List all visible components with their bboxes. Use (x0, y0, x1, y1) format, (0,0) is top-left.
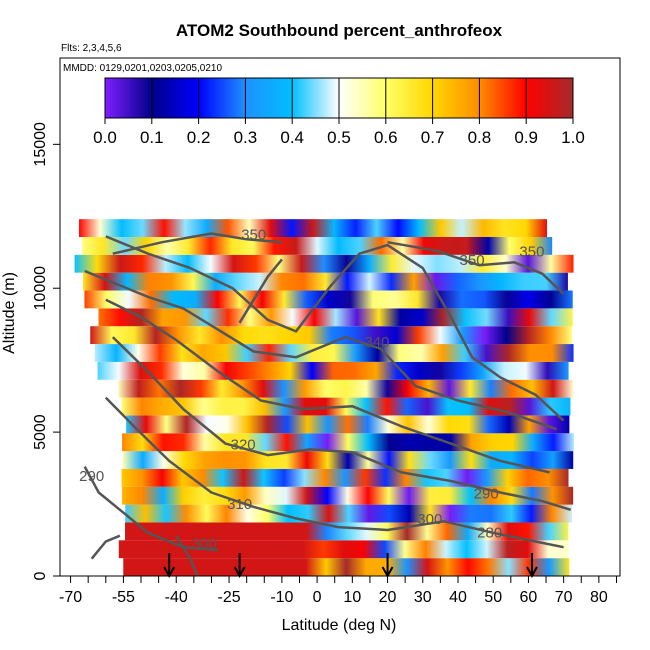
x-tick-label: -55 (112, 589, 135, 606)
colorbar-tick-label: 0.7 (421, 128, 445, 147)
heatmap-band (122, 451, 574, 469)
x-tick-label: 60 (520, 589, 538, 606)
x-tick-label: 40 (449, 589, 467, 606)
heatmap-bands (74, 219, 574, 576)
x-tick-label: 70 (555, 589, 573, 606)
contour-label: 280 (477, 524, 502, 541)
y-axis: 0 5000 10000 15000 (32, 122, 60, 580)
x-tick-label: 50 (484, 589, 502, 606)
contour-label: 350 (460, 252, 485, 269)
contour-lines (83, 232, 572, 576)
x-axis-label: Latitude (deg N) (282, 617, 397, 634)
colorbar-tick-label: 0.4 (280, 128, 304, 147)
colorbar-tick-label: 0.0 (93, 128, 117, 147)
contour-line (111, 336, 572, 511)
y-axis-label: Altitude (m) (1, 272, 18, 354)
contour-label: 310 (227, 496, 252, 513)
contour-line (105, 298, 550, 474)
x-tick-label: 0 (313, 589, 322, 606)
heatmap-band (121, 468, 569, 487)
heatmap-band (125, 522, 569, 541)
x-tick-label: -25 (217, 589, 240, 606)
y-tick-label: 0 (32, 571, 49, 580)
contour-line (105, 235, 565, 422)
contour-line (112, 232, 283, 255)
contour-label: 290 (474, 485, 499, 502)
heatmap-band (125, 504, 573, 523)
contour-line (387, 240, 565, 295)
contour-label: 350 (519, 244, 544, 261)
colorbar: 0.0 0.1 0.2 0.3 0.4 0.5 0.6 0.7 0.8 0.9 1.0 (93, 77, 585, 147)
contour-line (175, 535, 199, 576)
y-tick-label: 15000 (32, 122, 49, 167)
heatmap-band (79, 219, 547, 237)
colorbar-tick-label: 0.5 (327, 128, 351, 147)
colorbar-tick-label: 0.6 (374, 128, 398, 147)
heatmap-band (90, 326, 572, 345)
heatmap-band (83, 272, 568, 291)
contour-label: 300 (417, 511, 442, 528)
heatmap-band (122, 486, 574, 505)
x-tick-label: -10 (270, 589, 293, 606)
heatmap-band (118, 540, 569, 559)
heatmap-band (74, 254, 574, 273)
colorbar-tick-label: 0.2 (187, 128, 211, 147)
heatmap-band (94, 344, 574, 362)
colorbar-tick-label: 1.0 (561, 128, 585, 147)
colorbar-tick-label: 0.1 (140, 128, 164, 147)
heatmap-band (122, 433, 574, 452)
heatmap-band (97, 361, 569, 380)
y-tick-label: 5000 (32, 414, 49, 450)
contour-labels: 350 350 350 340 320 310 300 300 290 290 280 (79, 226, 544, 552)
colorbar-tick-label: 0.8 (468, 128, 492, 147)
x-tick-label: 20 (379, 589, 397, 606)
chart-title: ATOM2 Southbound percent_anthrofeox (176, 21, 503, 40)
heatmap-band (123, 558, 570, 576)
contour-line (83, 466, 219, 552)
contour-label: 320 (231, 436, 256, 453)
x-tick-label: 80 (590, 589, 608, 606)
y-tick-label: 10000 (32, 266, 49, 311)
contour-label: 350 (241, 226, 266, 243)
dates-subtitle: MMDD: 0129,0201,0203,0205,0210 (63, 63, 222, 74)
contour-label: 290 (79, 468, 104, 485)
contour-label: 340 (364, 334, 389, 351)
contour-line (238, 258, 283, 324)
plot-frame (59, 57, 621, 577)
heatmap-band (118, 379, 574, 398)
colorbar-tick-label: 0.9 (514, 128, 538, 147)
x-tick-label: -70 (59, 589, 82, 606)
contour-label: 300 (192, 535, 217, 552)
heatmap-band (126, 415, 570, 434)
x-tick-label: 10 (343, 589, 361, 606)
colorbar-tick-label: 0.3 (234, 128, 258, 147)
contour-line (104, 396, 564, 549)
x-tick-label: -40 (165, 589, 188, 606)
heatmap-band (98, 308, 573, 327)
heatmap-band (84, 290, 573, 309)
flights-subtitle: Flts: 2,3,4,5,6 (61, 43, 122, 54)
profile-markers (163, 553, 538, 579)
x-axis: -70 -55 -40 -25 -10 0 10 20 30 40 50 60 70 80 (59, 576, 617, 606)
x-tick-label: 30 (414, 589, 432, 606)
contour-line (84, 269, 558, 431)
contour-line (90, 534, 121, 560)
